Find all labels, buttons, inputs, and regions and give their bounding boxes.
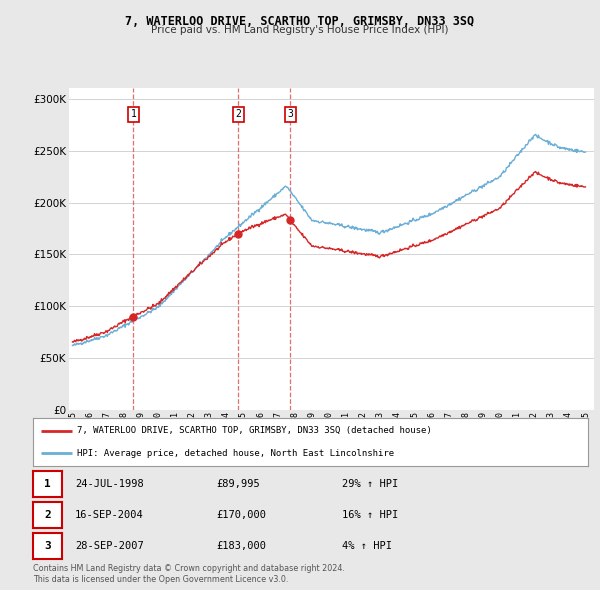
Text: £183,000: £183,000: [216, 541, 266, 550]
Text: 2: 2: [44, 510, 51, 520]
Text: 24-JUL-1998: 24-JUL-1998: [75, 480, 144, 489]
Text: 7, WATERLOO DRIVE, SCARTHO TOP, GRIMSBY, DN33 3SQ: 7, WATERLOO DRIVE, SCARTHO TOP, GRIMSBY,…: [125, 15, 475, 28]
Text: £89,995: £89,995: [216, 480, 260, 489]
Text: 29% ↑ HPI: 29% ↑ HPI: [342, 480, 398, 489]
Text: This data is licensed under the Open Government Licence v3.0.: This data is licensed under the Open Gov…: [33, 575, 289, 584]
Text: 7, WATERLOO DRIVE, SCARTHO TOP, GRIMSBY, DN33 3SQ (detached house): 7, WATERLOO DRIVE, SCARTHO TOP, GRIMSBY,…: [77, 427, 432, 435]
Text: 28-SEP-2007: 28-SEP-2007: [75, 541, 144, 550]
Text: Price paid vs. HM Land Registry's House Price Index (HPI): Price paid vs. HM Land Registry's House …: [151, 25, 449, 35]
Text: HPI: Average price, detached house, North East Lincolnshire: HPI: Average price, detached house, Nort…: [77, 448, 395, 457]
Text: Contains HM Land Registry data © Crown copyright and database right 2024.: Contains HM Land Registry data © Crown c…: [33, 565, 345, 573]
Text: 3: 3: [287, 109, 293, 119]
Text: 1: 1: [44, 480, 51, 489]
Text: 1: 1: [130, 109, 136, 119]
Text: 16-SEP-2004: 16-SEP-2004: [75, 510, 144, 520]
Text: 16% ↑ HPI: 16% ↑ HPI: [342, 510, 398, 520]
Text: 2: 2: [236, 109, 241, 119]
Text: 4% ↑ HPI: 4% ↑ HPI: [342, 541, 392, 550]
Text: 3: 3: [44, 541, 51, 550]
Text: £170,000: £170,000: [216, 510, 266, 520]
